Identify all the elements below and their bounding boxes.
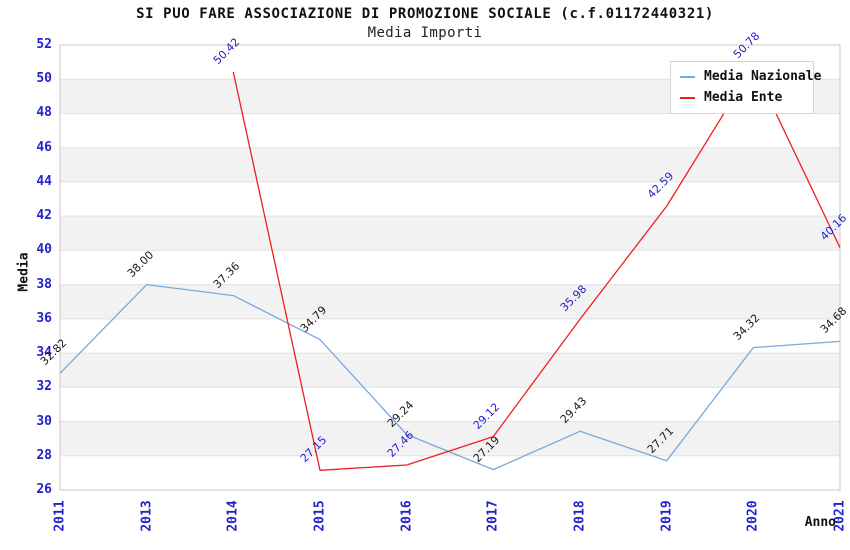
legend-item-media-nazionale: Media Nazionale: [671, 66, 821, 87]
chart-title: SI PUO FARE ASSOCIAZIONE DI PROMOZIONE S…: [136, 6, 714, 22]
y-tick-label: 26: [36, 482, 52, 497]
series-line-media-ente: [232, 65, 841, 471]
y-axis-title: Media: [16, 252, 32, 292]
legend-label-media-ente: Media Ente: [704, 90, 783, 105]
x-tick-label: 2016: [399, 500, 415, 532]
x-axis-title: Anno: [804, 515, 836, 530]
x-tick-label: 2019: [659, 500, 675, 532]
y-tick-label: 48: [36, 105, 52, 121]
x-tick-label: 2011: [52, 500, 68, 532]
y-tick-label: 34: [36, 345, 52, 361]
grid-band: [60, 353, 840, 388]
legend-label-media-nazionale: Media Nazionale: [704, 69, 822, 84]
y-tick-label: 40: [36, 242, 52, 258]
grid-band: [60, 147, 840, 182]
y-tick-label: 42: [36, 208, 52, 224]
media-ente-line-dash-icon: [680, 96, 695, 99]
x-tick-label: 2013: [139, 500, 155, 532]
chart-subtitle: Media Importi: [367, 25, 483, 41]
legend-item-media-ente: Media Ente: [671, 87, 813, 108]
grid-band: [60, 284, 840, 319]
x-tick-label: 2015: [312, 500, 328, 532]
media-nazionale-line-dash-icon: [680, 75, 695, 78]
y-tick-label: 46: [36, 139, 52, 155]
y-tick-label: 50: [36, 71, 52, 87]
y-tick-label: 28: [36, 447, 52, 463]
y-tick-label: 36: [36, 310, 52, 326]
grid-band: [60, 421, 840, 456]
grid-band: [60, 216, 840, 251]
y-tick-label: 38: [36, 276, 52, 292]
series-line-media-nazionale: [59, 283, 841, 471]
x-tick-label: 2018: [572, 500, 588, 532]
x-tick-label: 2017: [485, 500, 501, 532]
y-tick-label: 52: [36, 37, 52, 52]
y-tick-label: 30: [36, 413, 52, 429]
legend: Media Nazionale Media Ente: [670, 61, 821, 114]
y-tick-label: 32: [36, 379, 52, 395]
x-tick-label: 2020: [745, 500, 761, 532]
x-tick-label: 2014: [225, 500, 241, 532]
plot-border: [59, 44, 841, 491]
y-tick-label: 44: [36, 173, 52, 189]
